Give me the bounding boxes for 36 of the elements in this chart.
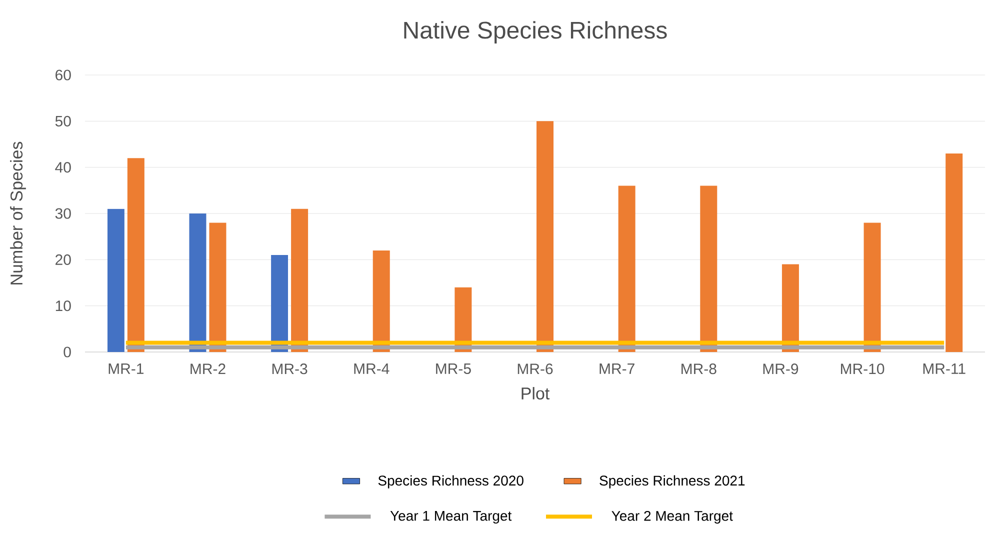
x-tick-label: MR-11 [923, 364, 966, 374]
y-tick-label: 40 [55, 162, 71, 173]
bar [864, 222, 881, 352]
y-axis-title: Number of Species [10, 142, 26, 284]
x-tick-label: MR-10 [841, 364, 884, 374]
y-tick-label: 60 [56, 70, 71, 80]
x-tick-label: MR-1 [108, 364, 144, 374]
legend-label: Species Richness 2021 [600, 475, 745, 488]
bar [107, 208, 124, 352]
x-tick-label: MR-5 [436, 364, 471, 374]
x-tick-label: MR-8 [682, 364, 716, 374]
bar [209, 222, 226, 352]
legend-label: Year 2 Mean Target [612, 510, 733, 524]
x-axis-title: Plot [522, 387, 550, 400]
bar [700, 186, 718, 352]
bar [946, 153, 963, 352]
chart-title: Native Species Richness [404, 21, 667, 44]
y-tick-label: 30 [55, 208, 71, 219]
x-tick-label: MR-9 [763, 364, 798, 374]
x-tick-label: MR-7 [600, 364, 634, 374]
y-tick-label: 10 [56, 300, 71, 312]
bar [291, 208, 308, 352]
bar [127, 158, 144, 352]
x-tick-label: MR-4 [354, 364, 390, 374]
x-tick-label: MR-6 [518, 364, 553, 374]
bar [536, 121, 554, 352]
x-tick-label: MR-3 [272, 364, 308, 374]
y-tick-label: 0 [64, 346, 71, 358]
bar [618, 186, 636, 352]
y-tick-label: 50 [55, 116, 71, 126]
bar [189, 214, 206, 352]
y-tick-label: 20 [56, 254, 71, 265]
legend-label: Year 1 Mean Target [390, 511, 512, 524]
legend-label: Species Richness 2020 [378, 475, 524, 488]
bar [372, 250, 390, 352]
x-tick-label: MR-2 [190, 364, 226, 374]
